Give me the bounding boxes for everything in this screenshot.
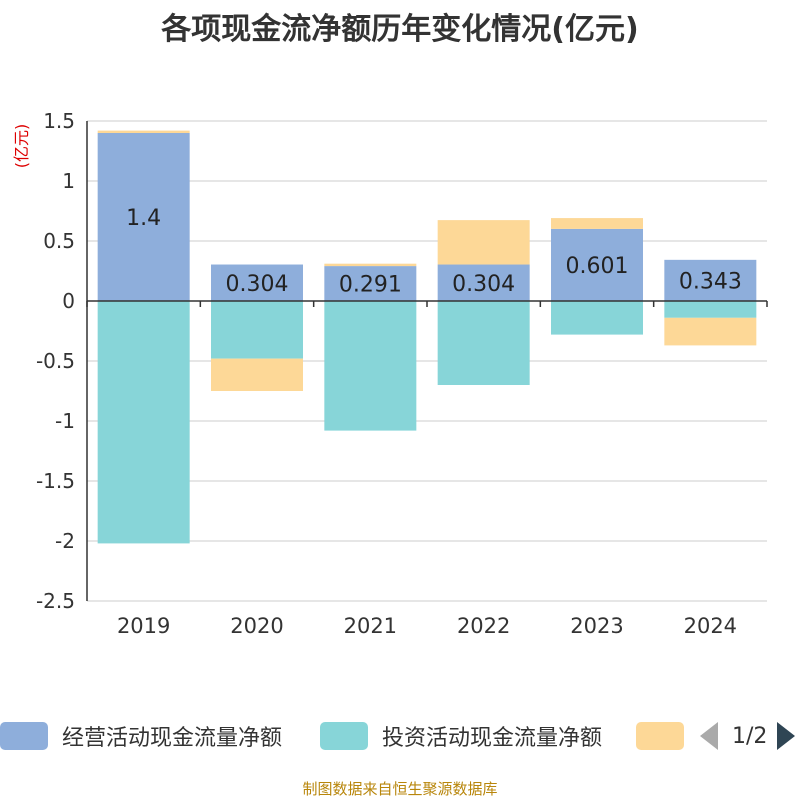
bar-series3-2020[interactable]	[211, 358, 303, 391]
source-note: 制图数据来自恒生聚源数据库	[302, 780, 498, 798]
x-tick-label-2019: 2019	[117, 614, 170, 638]
legend-page-indicator: 1/2	[732, 723, 768, 749]
data-label-2022: 0.304	[452, 272, 515, 297]
data-label-2019: 1.4	[126, 206, 161, 231]
y-tick-label: 1.5	[43, 109, 75, 133]
x-tick-label-2024: 2024	[684, 614, 737, 638]
legend-next-arrow-icon[interactable]	[777, 722, 796, 750]
data-label-2021: 0.291	[339, 273, 402, 298]
bar-series2-2024[interactable]	[664, 301, 757, 318]
legend-swatch-investing	[320, 722, 368, 750]
y-tick-label: 0	[62, 289, 75, 313]
chart-title: 各项现金流净额历年变化情况(亿元)	[161, 12, 639, 47]
legend-swatch-operating	[0, 722, 48, 750]
y-tick-label: 0.5	[43, 229, 75, 253]
y-unit-label: (亿元)	[12, 124, 31, 169]
bar-series1-2022[interactable]	[437, 264, 530, 301]
y-tick-label: -1.5	[36, 469, 75, 493]
bar-series2-2019[interactable]	[97, 301, 190, 544]
bar-series3-2024[interactable]	[664, 317, 757, 346]
legend-swatch-financing	[636, 722, 684, 750]
y-tick-label: -2.5	[36, 589, 75, 613]
bar-series1-2021[interactable]	[324, 266, 417, 301]
bar-series2-2023[interactable]	[551, 301, 643, 335]
bar-series2-2022[interactable]	[437, 301, 530, 385]
bar-series1-2019[interactable]	[97, 133, 190, 301]
x-tick-label-2023: 2023	[570, 614, 623, 638]
data-label-2023: 0.601	[566, 254, 629, 279]
legend-prev-arrow-icon[interactable]	[700, 722, 718, 750]
data-label-2020: 0.304	[226, 272, 289, 297]
data-label-2024: 0.343	[679, 269, 742, 294]
bar-series1-2023[interactable]	[551, 228, 643, 301]
legend-item-financing[interactable]	[636, 714, 684, 758]
legend-label-operating: 经营活动现金流量净额	[62, 726, 283, 751]
x-tick-label-2022: 2022	[457, 614, 510, 638]
bar-series2-2020[interactable]	[211, 301, 303, 359]
bar-series3-2021[interactable]	[324, 263, 417, 267]
legend: 经营活动现金流量净额 投资活动现金流量净额 1/2	[0, 714, 800, 758]
bar-series2-2021[interactable]	[324, 301, 417, 431]
bar-series3-2019[interactable]	[97, 130, 190, 133]
x-tick-label-2020: 2020	[230, 614, 283, 638]
legend-pager: 1/2	[700, 714, 796, 758]
legend-label-investing: 投资活动现金流量净额	[382, 726, 603, 751]
y-tick-label: -2	[55, 529, 75, 553]
y-tick-label: -0.5	[36, 349, 75, 373]
y-tick-label: -1	[55, 409, 75, 433]
legend-item-operating[interactable]: 经营活动现金流量净额	[0, 714, 282, 758]
bar-series3-2022[interactable]	[437, 220, 530, 265]
bar-series1-2024[interactable]	[664, 259, 757, 301]
bar-series3-2023[interactable]	[551, 218, 643, 229]
x-tick-label-2021: 2021	[344, 614, 397, 638]
legend-item-investing[interactable]: 投资活动现金流量净额	[320, 714, 602, 758]
y-tick-label: 1	[62, 169, 75, 193]
bar-series1-2020[interactable]	[211, 264, 303, 301]
